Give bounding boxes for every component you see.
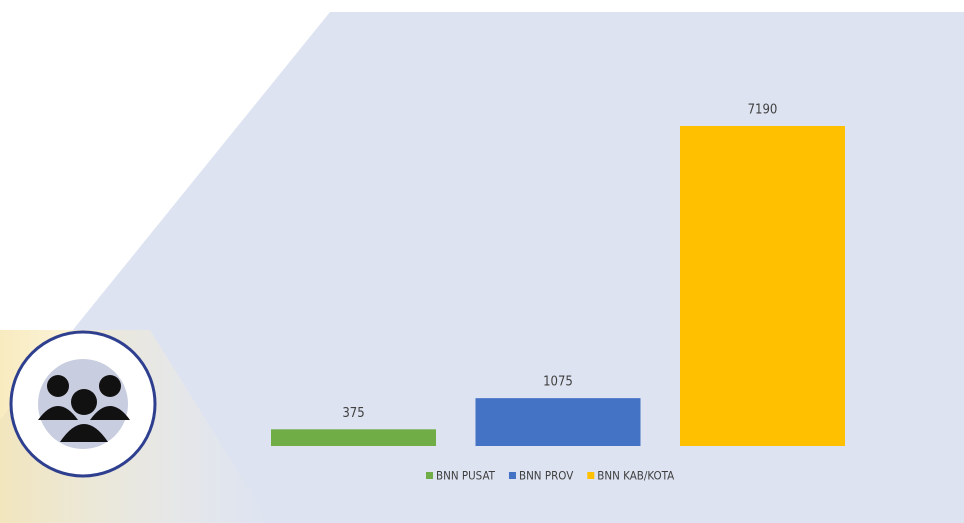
legend: BNN PUSAT BNN PROV BNN KAB/KOTA: [426, 469, 674, 483]
legend-label: BNN PROV: [519, 469, 573, 483]
legend-swatch: [508, 472, 516, 479]
bar: [680, 126, 845, 446]
legend-swatch: [426, 472, 433, 479]
bars: 375 1075 7190: [271, 103, 845, 446]
data-label: 375: [342, 406, 364, 421]
legend-swatch: [587, 472, 595, 479]
bar: [271, 429, 436, 446]
data-label: 7190: [748, 103, 778, 118]
data-label: 1075: [543, 375, 573, 390]
legend-label: BNN PUSAT: [436, 469, 496, 483]
bar: [475, 398, 641, 446]
logo: [9, 330, 157, 478]
legend-label: BNN KAB/KOTA: [597, 469, 674, 483]
